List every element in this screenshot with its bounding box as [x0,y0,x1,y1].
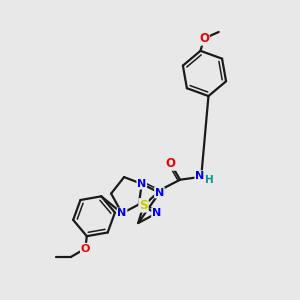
Text: N: N [195,171,204,181]
Text: N: N [117,208,127,218]
Text: O: O [199,32,209,45]
Text: N: N [152,208,161,218]
Text: O: O [81,244,90,254]
Text: N: N [155,188,164,198]
Text: S: S [139,199,148,212]
Text: H: H [205,175,214,185]
Text: N: N [137,179,146,189]
Text: O: O [166,157,176,170]
